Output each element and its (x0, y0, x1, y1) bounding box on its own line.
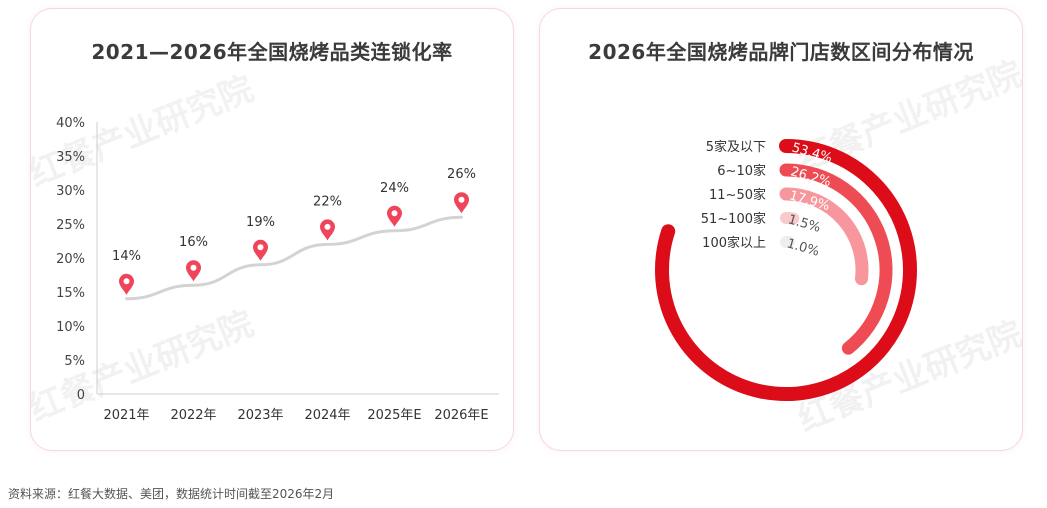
pin-hole (123, 278, 130, 285)
ring-category-label: 5家及以下 (706, 139, 766, 155)
ring-arc (779, 163, 893, 355)
ring-category-label: 51~100家 (701, 211, 766, 227)
data-label: 19% (246, 215, 275, 230)
ring-value-label: 1.0% (785, 236, 821, 260)
pin-icon (454, 192, 469, 214)
ring-category-label: 6~10家 (717, 163, 766, 179)
ring-arc (655, 139, 917, 401)
x-tick-label: 2023年 (237, 408, 283, 423)
source-note: 资料来源：红餐大数据、美团，数据统计时间截至2026年2月 (8, 487, 335, 501)
ring-arc (779, 187, 869, 286)
data-label: 16% (179, 235, 208, 250)
pin-icon (119, 273, 134, 295)
pin-icon (320, 219, 335, 241)
data-label: 24% (380, 181, 409, 196)
ring-arc (780, 212, 800, 225)
pin-hole (391, 210, 398, 217)
pin-hole (458, 196, 465, 203)
ring-category-label: 11~50家 (709, 187, 766, 203)
x-tick-label: 2024年 (304, 408, 350, 423)
line-chart-panel: 2021—2026年全国烧烤品类连锁化率 红餐产业研究院 红餐产业研究院 0 5%… (30, 8, 514, 451)
pin-hole (257, 244, 264, 251)
y-tick-label: 5% (64, 354, 85, 369)
radial-chart-panel: 2026年全国烧烤品牌门店数区间分布情况 红餐产业研究院 红餐产业研究院 53.… (539, 8, 1023, 451)
ring-category-label: 100家以上 (702, 235, 766, 251)
radial-chart: 53.4%5家及以下26.2%6~10家17.9%11~50家1.5%51~10… (655, 139, 917, 401)
pin-icon (253, 239, 268, 261)
x-tick-label: 2022年 (170, 408, 216, 423)
ring-value-label: 1.5% (786, 212, 822, 236)
pin-hole (190, 264, 197, 271)
y-tick-label: 15% (56, 286, 85, 301)
x-tick-label: 2021年 (103, 408, 149, 423)
x-tick-label: 2025年E (367, 408, 421, 423)
y-tick-label: 10% (56, 320, 85, 335)
x-tick-label: 2026年E (434, 408, 488, 423)
data-label: 26% (447, 167, 476, 182)
data-label: 14% (112, 249, 141, 264)
y-tick-label: 40% (56, 116, 85, 131)
y-tick-label: 30% (56, 184, 85, 199)
data-label: 22% (313, 194, 342, 209)
radial-chart-title: 2026年全国烧烤品牌门店数区间分布情况 (588, 40, 974, 64)
trend-line (125, 215, 463, 301)
y-tick-label: 20% (56, 252, 85, 267)
pin-icon (387, 205, 402, 227)
y-tick-label: 0 (77, 388, 85, 403)
line-chart: 0 5% 10% 15% 20% 25% 30% 35% 40% 2021年 2022年 2023年 2… (56, 116, 499, 423)
pin-hole (324, 223, 331, 230)
y-tick-label: 35% (56, 150, 85, 165)
pin-icon (186, 260, 201, 282)
line-chart-title: 2021—2026年全国烧烤品类连锁化率 (91, 40, 453, 64)
y-tick-label: 25% (56, 218, 85, 233)
